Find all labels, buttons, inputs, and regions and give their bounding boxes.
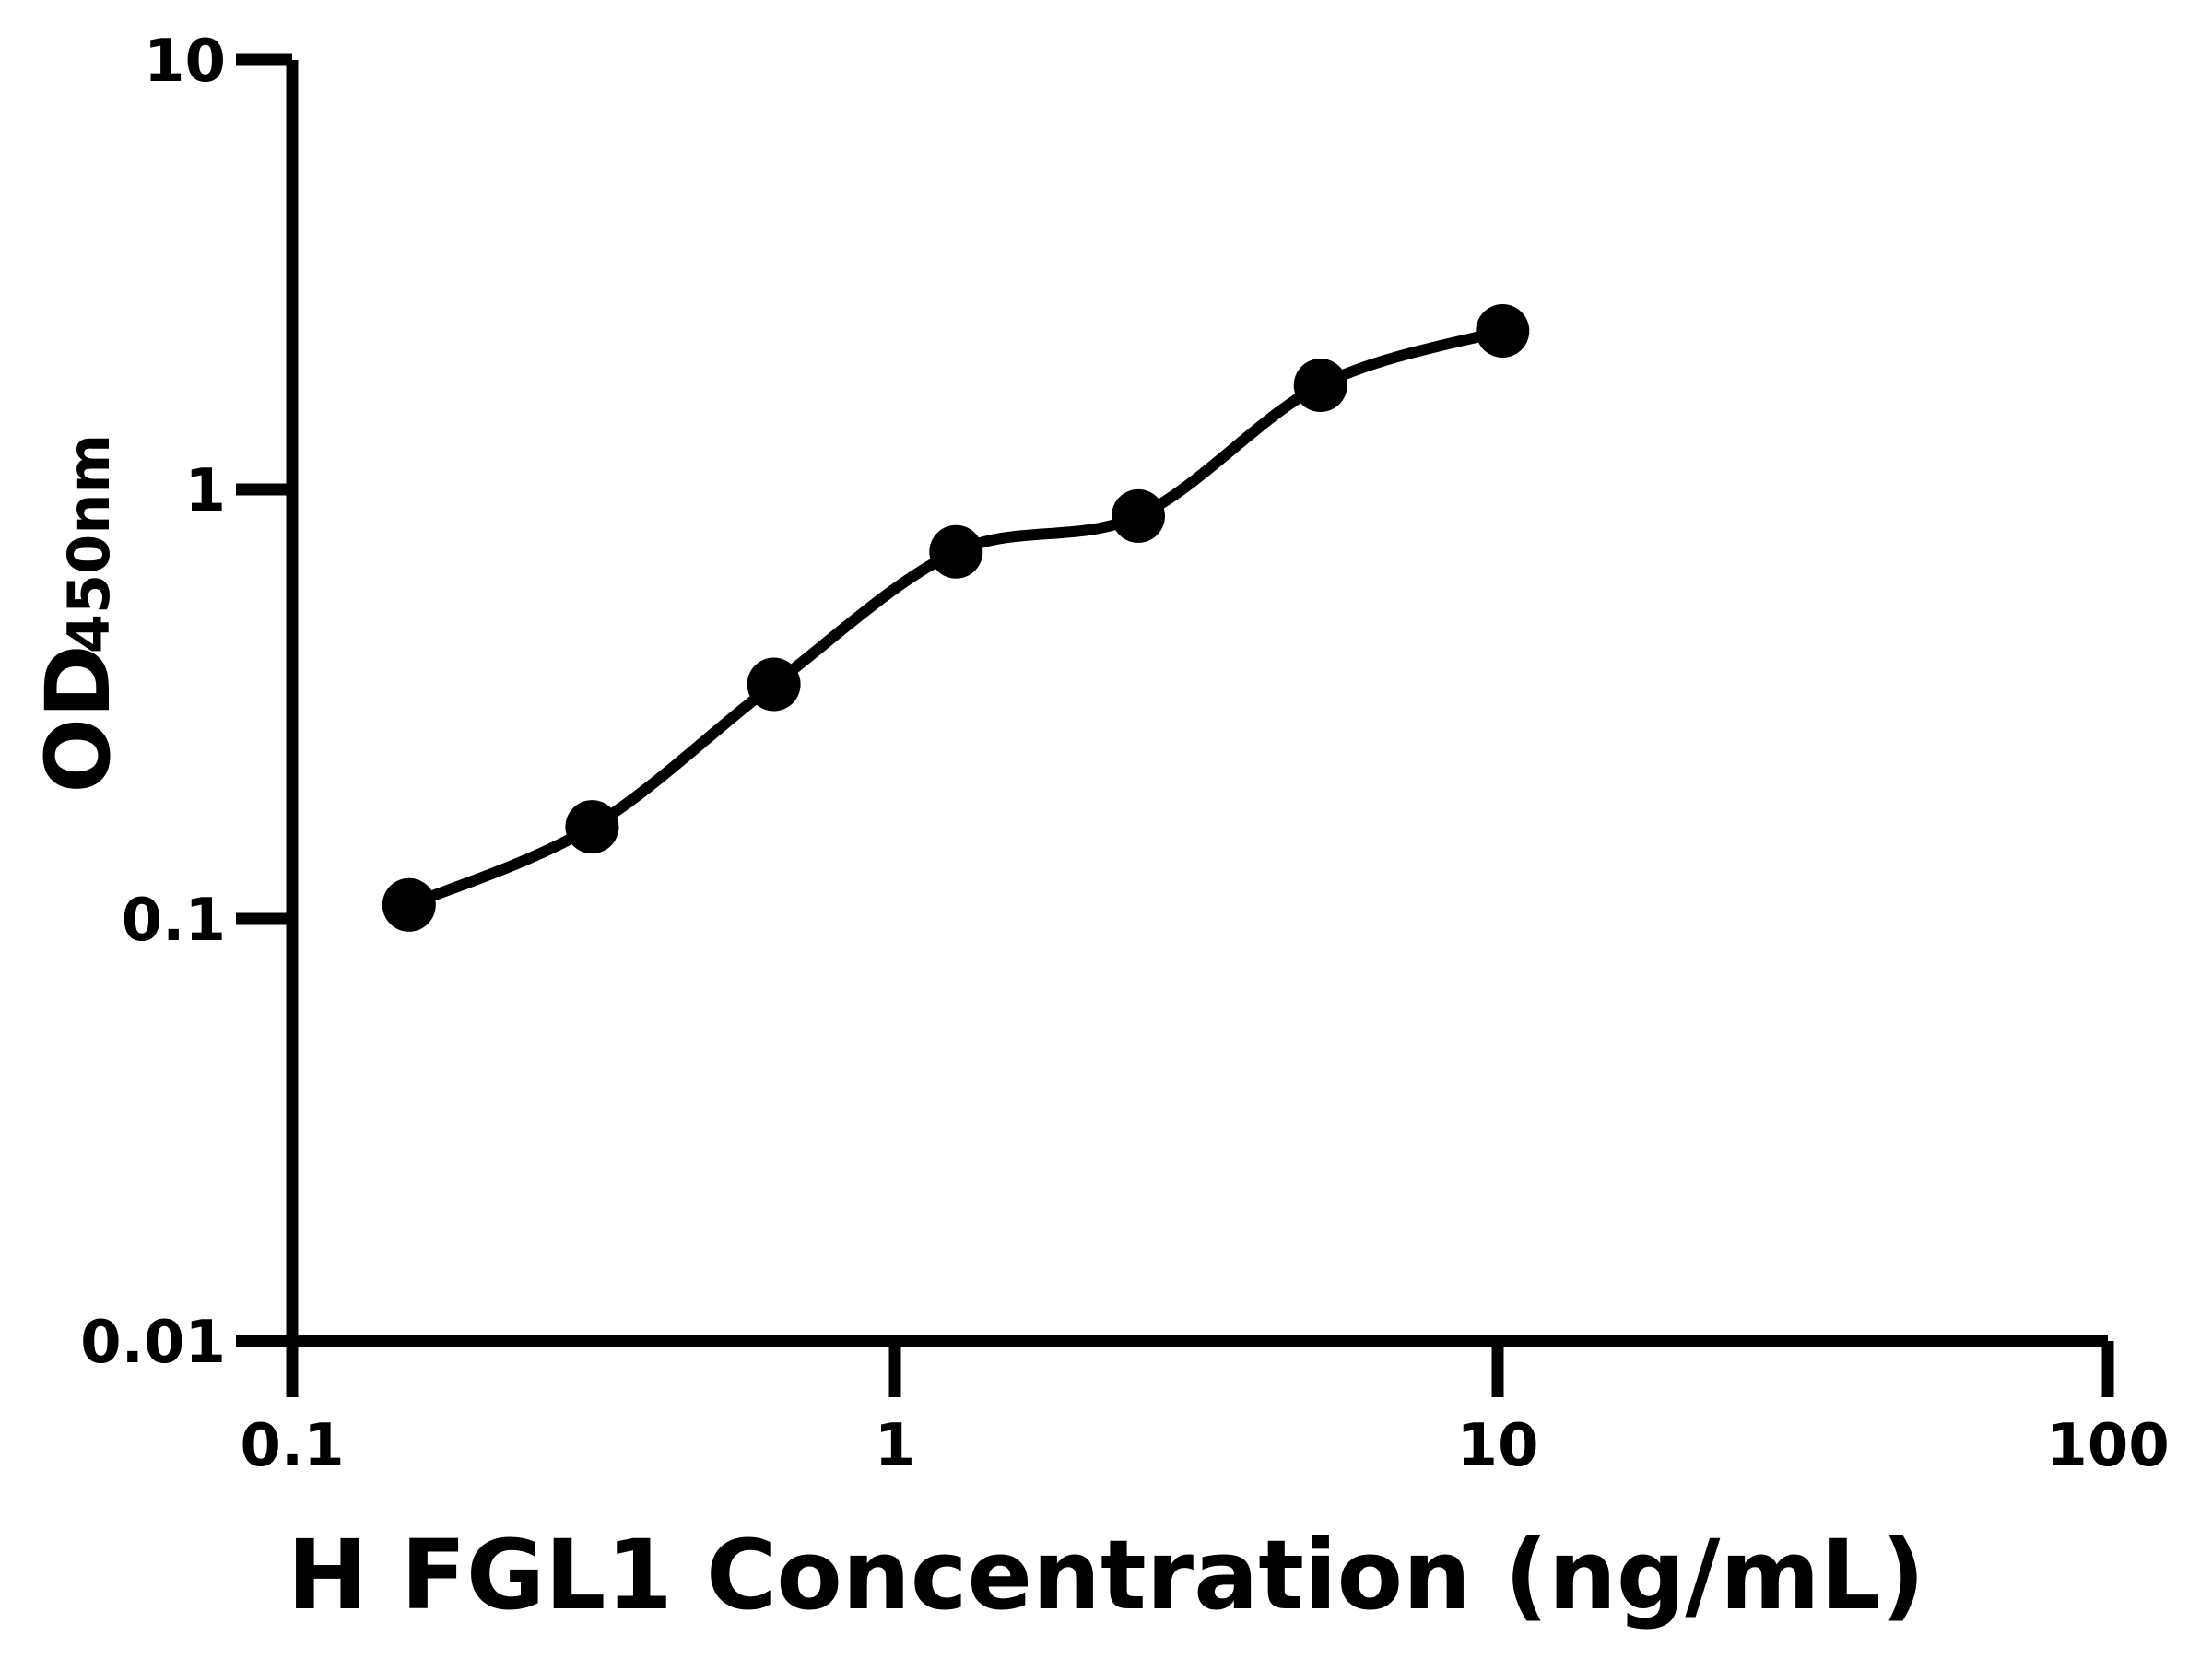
x-axis-ticks	[286, 1341, 2114, 1397]
y-axis-title: OD 450nm	[27, 434, 130, 794]
x-tick-label-1: 1	[875, 1412, 916, 1480]
data-point	[747, 657, 801, 712]
y-axis-ticks	[236, 53, 292, 1347]
data-point	[565, 800, 619, 854]
y-axis-title-main: OD	[27, 644, 130, 793]
x-tick-label-100: 100	[2046, 1412, 2170, 1480]
y-tick-label-1: 1	[184, 457, 226, 525]
data-point	[929, 524, 983, 579]
x-tick-label-10: 10	[1456, 1412, 1538, 1480]
data-point	[1293, 359, 1347, 412]
x-axis-title: H FGL1 Concentration (ng/mL)	[288, 1519, 1925, 1631]
data-point	[1112, 488, 1165, 543]
y-tick-label-10: 10	[144, 28, 226, 96]
data-point-group	[382, 304, 1530, 932]
y-axis-title-sub: 450nm	[55, 434, 123, 653]
y-tick-label-0.1: 0.1	[122, 887, 226, 955]
data-point	[382, 877, 436, 932]
y-tick-label-0.01: 0.01	[80, 1309, 226, 1377]
data-point	[1476, 304, 1530, 358]
x-tick-label-0.1: 0.1	[240, 1412, 344, 1480]
